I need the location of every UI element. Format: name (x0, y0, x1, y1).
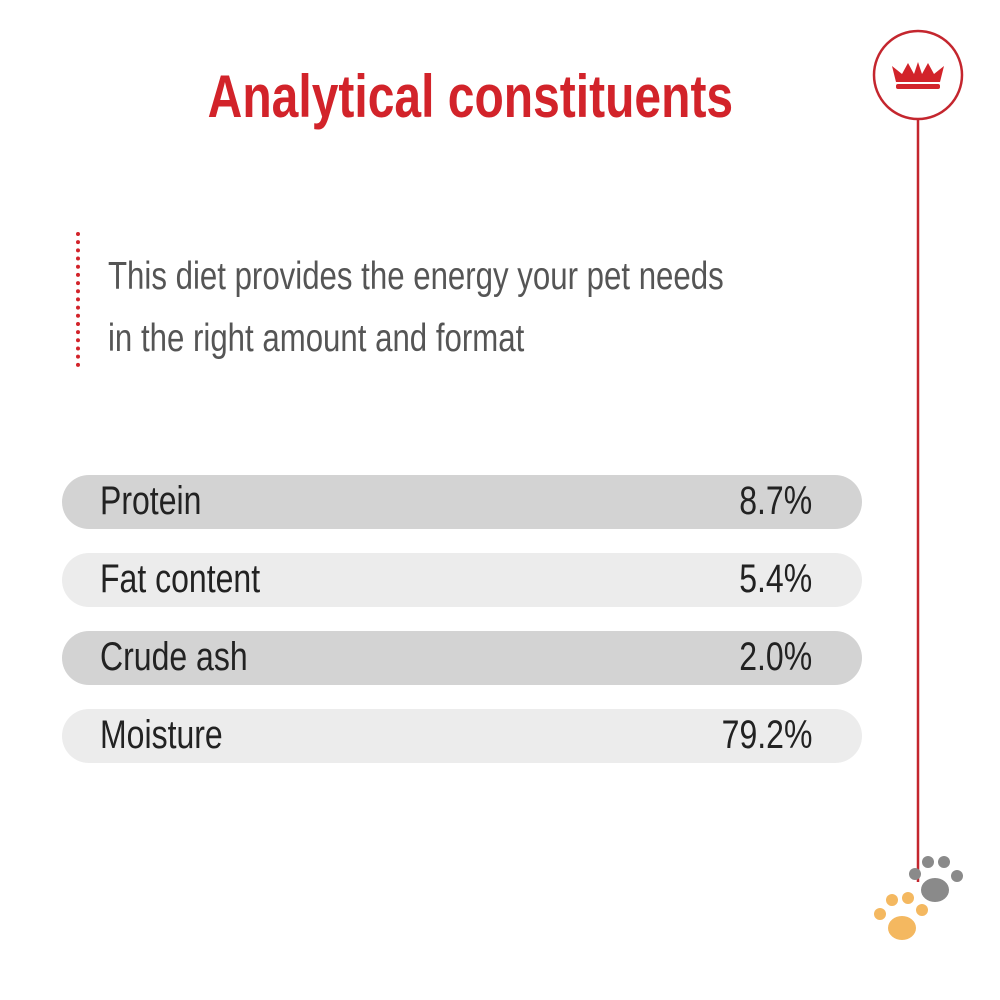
row-value: 2.0% (739, 635, 812, 679)
row-label: Moisture (100, 713, 223, 757)
row: Protein 8.7% (62, 475, 862, 529)
row-value: 5.4% (739, 557, 812, 601)
row-value: 79.2% (721, 713, 812, 757)
intro-line: This diet provides the energy your pet n… (108, 255, 724, 298)
row-value: 8.7% (739, 479, 812, 523)
row-label: Crude ash (100, 635, 248, 679)
crown-icon (892, 62, 944, 89)
row: Crude ash 2.0% (62, 631, 862, 685)
intro-line: in the right amount and format (108, 317, 525, 360)
title: Analytical constituents (0, 62, 940, 131)
row: Fat content 5.4% (62, 553, 862, 607)
row-label: Fat content (100, 557, 261, 601)
row-label: Protein (100, 479, 202, 523)
paw-gray (909, 856, 963, 902)
dotted-rule (76, 232, 80, 367)
row: Moisture 79.2% (62, 709, 862, 763)
intro: This diet provides the energy your pet n… (108, 246, 878, 370)
title-text: Analytical constituents (207, 63, 733, 130)
paw-orange (874, 892, 928, 940)
